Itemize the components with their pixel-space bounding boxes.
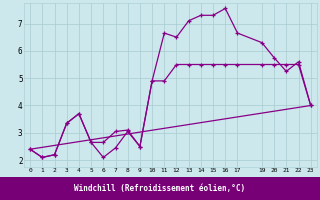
Text: Windchill (Refroidissement éolien,°C): Windchill (Refroidissement éolien,°C) (75, 184, 245, 193)
